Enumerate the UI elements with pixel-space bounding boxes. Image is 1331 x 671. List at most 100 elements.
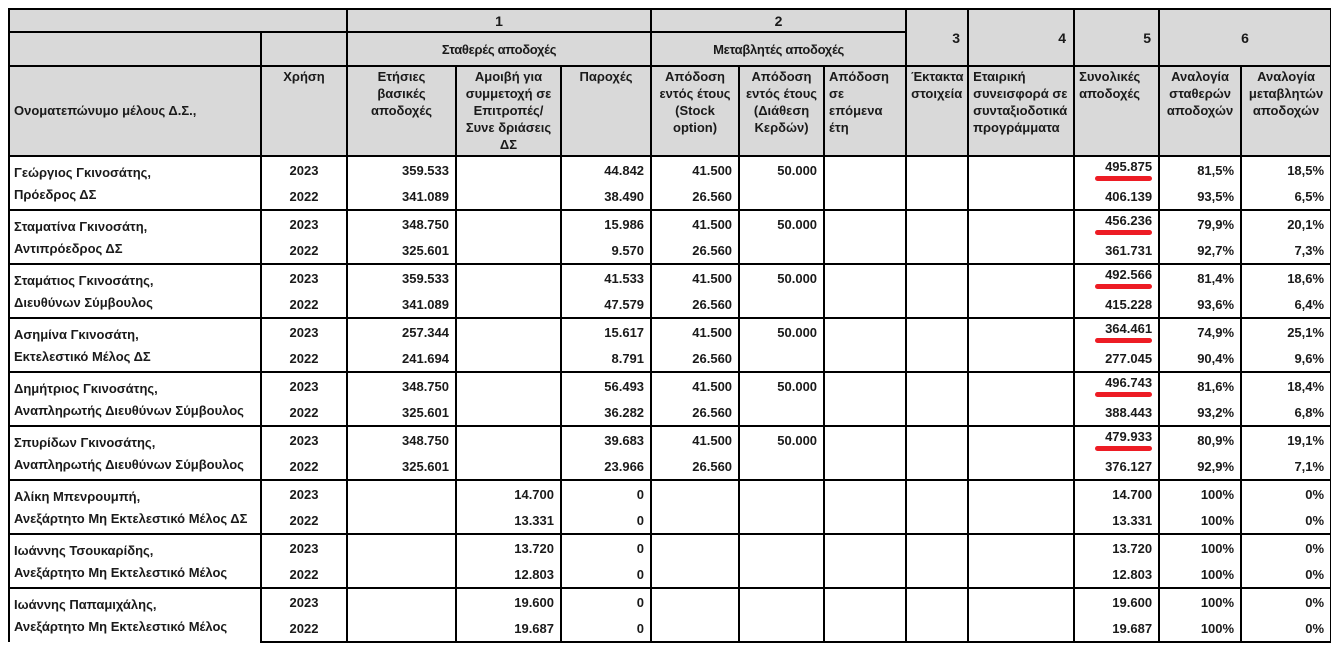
base-value-cell: 341.089 <box>346 183 457 212</box>
variable-ratio-cell: 6,8% <box>1240 399 1331 428</box>
member-name: Σταματίνα Γκινοσάτη, <box>14 219 148 235</box>
fixed-ratio-cell: 81,6% <box>1158 371 1243 400</box>
extra-value-cell <box>905 533 970 562</box>
variable-ratio-cell: 0% <box>1240 479 1331 508</box>
pension-value-cell <box>967 371 1076 400</box>
total-value: 495.875 <box>1105 159 1153 175</box>
stock-value-cell: 26.560 <box>650 237 741 266</box>
base-value-cell: 359.533 <box>346 155 457 184</box>
committee-value-cell <box>455 263 562 292</box>
future-value-cell <box>823 615 908 644</box>
variable-remuneration-group-label: Μεταβλητές αποδοχές <box>650 31 908 67</box>
variable-ratio-cell: 0% <box>1240 533 1331 562</box>
group-6-number: 6 <box>1158 8 1331 67</box>
profit-value-cell <box>738 479 826 508</box>
committee-value-cell: 19.600 <box>455 587 562 616</box>
group-label-row: Σταθερές αποδοχές Μεταβλητές αποδοχές <box>8 31 1331 67</box>
year-cell: 2022 <box>260 183 348 212</box>
future-value-cell <box>823 425 908 454</box>
member-row: 2022 241.694 8.791 26.560 277.045 90,4% 9,6% <box>9 345 1331 374</box>
pension-value-cell <box>967 587 1076 616</box>
base-value-cell: 325.601 <box>346 453 457 482</box>
year-cell: 2023 <box>260 209 348 238</box>
future-value-cell <box>823 237 908 266</box>
base-value-cell <box>346 507 457 536</box>
benefits-value-cell: 9.570 <box>559 237 653 266</box>
year-cell: 2023 <box>260 263 348 292</box>
pension-value-cell <box>967 399 1076 428</box>
base-value-cell <box>346 561 457 590</box>
committee-value-cell: 19.687 <box>455 615 562 644</box>
pension-value-cell <box>967 209 1076 238</box>
benefits-value-cell: 47.579 <box>559 291 653 320</box>
extra-value-cell <box>905 453 970 482</box>
red-underline-mark <box>1095 392 1153 398</box>
committee-value-cell: 12.803 <box>455 561 562 590</box>
variable-ratio-cell: 7,3% <box>1240 237 1331 266</box>
member-row: 2022 325.601 36.282 26.560 388.443 93,2% 6,8% <box>9 399 1331 428</box>
committee-value-cell <box>455 155 562 184</box>
base-value-cell <box>346 615 457 644</box>
variable-ratio-cell: 6,5% <box>1240 183 1331 212</box>
base-value-cell: 325.601 <box>346 399 457 428</box>
group-5-number: 5 <box>1073 8 1161 67</box>
committee-value-cell: 13.331 <box>455 507 562 536</box>
pension-value-cell <box>967 561 1076 590</box>
fixed-ratio-cell: 93,2% <box>1158 399 1243 428</box>
fixed-ratio-cell: 81,5% <box>1158 155 1243 184</box>
pension-value-cell <box>967 615 1076 644</box>
future-value-cell <box>823 183 908 212</box>
profit-value-cell: 50.000 <box>738 155 826 184</box>
total-value: 364.461 <box>1105 321 1153 337</box>
red-underline-mark <box>1095 446 1153 452</box>
total-value-cell: 361.731 <box>1073 237 1161 266</box>
fixed-ratio-cell: 92,7% <box>1158 237 1243 266</box>
total-value: 496.743 <box>1105 375 1153 391</box>
profit-value-cell <box>738 345 826 374</box>
member-row: Δημήτριος Γκινοσάτης, Αναπληρωτής Διευθύν… <box>8 371 1331 427</box>
pension-value-cell <box>967 479 1076 508</box>
stock-value-cell <box>650 479 741 508</box>
stock-value-cell: 41.500 <box>650 263 741 292</box>
member-name: Ιωάννης Τσουκαρίδης, <box>14 543 154 559</box>
future-value-cell <box>823 209 908 238</box>
member-role: Πρόεδρος ΔΣ <box>14 187 97 203</box>
stock-value-cell <box>650 561 741 590</box>
total-value: 376.127 <box>1105 458 1153 474</box>
member-row: 2022 12.803 0 12.803 100% 0% <box>9 561 1331 590</box>
base-value-cell: 348.750 <box>346 371 457 400</box>
col-header-base: Ετήσιες βασικές αποδοχές <box>346 64 457 158</box>
benefits-value-cell: 8.791 <box>559 345 653 374</box>
total-value-cell: 479.933 <box>1073 425 1161 454</box>
member-name: Γεώργιος Γκινοσάτης, <box>14 165 152 181</box>
benefits-value-cell: 15.617 <box>559 317 653 346</box>
base-value-cell: 359.533 <box>346 263 457 292</box>
future-value-cell <box>823 345 908 374</box>
extra-value-cell <box>905 345 970 374</box>
year-cell: 2022 <box>260 615 348 644</box>
fixed-ratio-cell: 100% <box>1158 561 1243 590</box>
member-role: Αναπληρωτής Διευθύνων Σύμβουλος <box>14 457 244 473</box>
member-row: 2022 341.089 38.490 26.560 406.139 93,5% 6,5% <box>9 183 1331 212</box>
variable-ratio-cell: 20,1% <box>1240 209 1331 238</box>
group-2-number: 2 <box>650 8 908 33</box>
member-name-cell: Σταμάτιος Γκινοσάτης, Διευθύνων Σύμβουλος <box>8 263 262 319</box>
col-header-name: Ονοματεπώνυμο μέλους Δ.Σ., <box>8 64 262 158</box>
member-name: Σπυρίδων Γκινοσάτης, <box>14 435 156 451</box>
member-role: Αντιπρόεδρος ΔΣ <box>14 241 123 257</box>
extra-value-cell <box>905 561 970 590</box>
benefits-value-cell: 36.282 <box>559 399 653 428</box>
variable-ratio-cell: 0% <box>1240 561 1331 590</box>
extra-value-cell <box>905 237 970 266</box>
member-row: Σπυρίδων Γκινοσάτης, Αναπληρωτής Διευθύνω… <box>8 425 1331 481</box>
col-header-extraordinary: Έκτακτα στοιχεία <box>905 64 970 158</box>
committee-value-cell: 14.700 <box>455 479 562 508</box>
benefits-value-cell: 39.683 <box>559 425 653 454</box>
member-name: Ιωάννης Παπαμιχάλης, <box>14 597 157 613</box>
pension-value-cell <box>967 425 1076 454</box>
future-value-cell <box>823 155 908 184</box>
total-value: 19.687 <box>1112 620 1153 636</box>
year-cell: 2023 <box>260 371 348 400</box>
base-value-cell <box>346 479 457 508</box>
extra-value-cell <box>905 507 970 536</box>
